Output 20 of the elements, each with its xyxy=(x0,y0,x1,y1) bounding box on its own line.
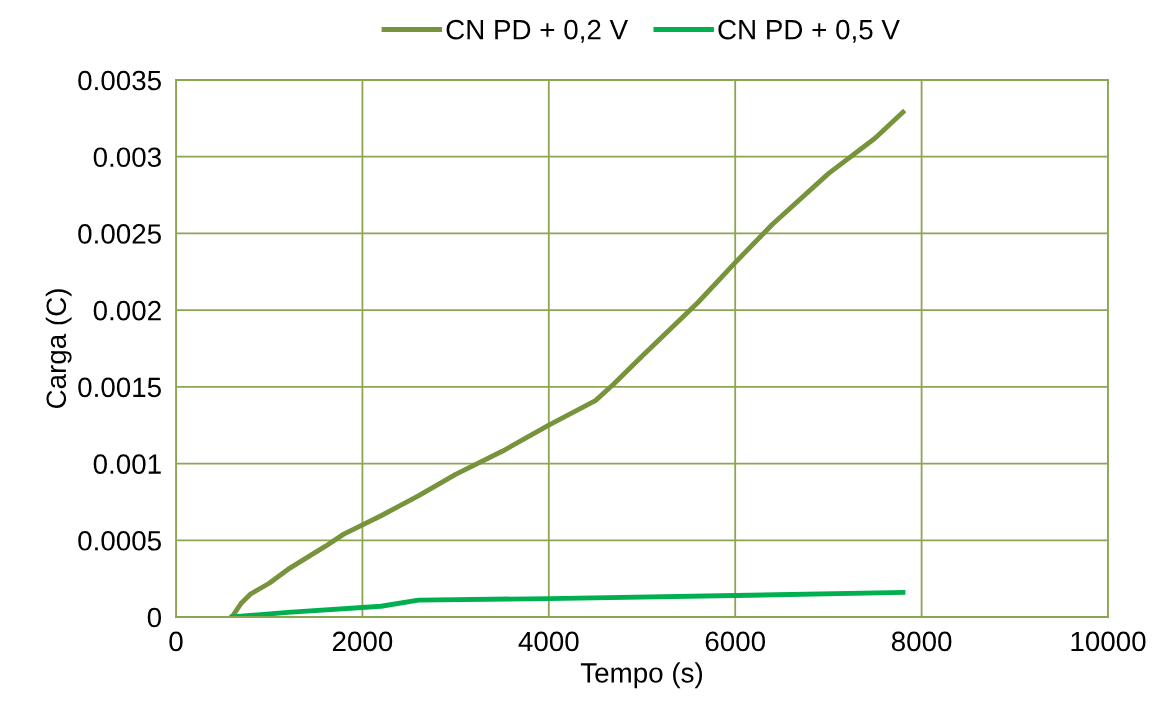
x-tick-label: 10000 xyxy=(1071,631,1146,652)
y-tick-label: 0.0015 xyxy=(78,377,161,398)
x-tick-label: 4000 xyxy=(518,631,579,652)
y-tick-label: 0.0005 xyxy=(78,530,161,551)
y-axis-title: Carga (C) xyxy=(45,289,72,409)
y-tick-label: 0.0035 xyxy=(78,70,161,91)
y-tick-label: 0 xyxy=(147,607,162,628)
y-tick-label: 0.002 xyxy=(93,300,161,321)
line-series xyxy=(229,590,906,617)
y-tick-label: 0.003 xyxy=(93,147,161,168)
legend-label: CN PD + 0,2 V xyxy=(446,19,628,43)
line-series xyxy=(229,109,906,617)
y-tick-label: 0.0025 xyxy=(78,224,161,244)
x-tick-label: 0 xyxy=(169,631,183,652)
x-tick-label: 2000 xyxy=(332,631,393,652)
legend-label: CN PD + 0,5 V xyxy=(718,19,900,43)
y-tick-label: 0.001 xyxy=(93,454,161,474)
x-axis-title: Tempo (s) xyxy=(580,662,703,689)
x-tick-label: 6000 xyxy=(705,631,766,652)
x-tick-label: 8000 xyxy=(891,631,952,652)
